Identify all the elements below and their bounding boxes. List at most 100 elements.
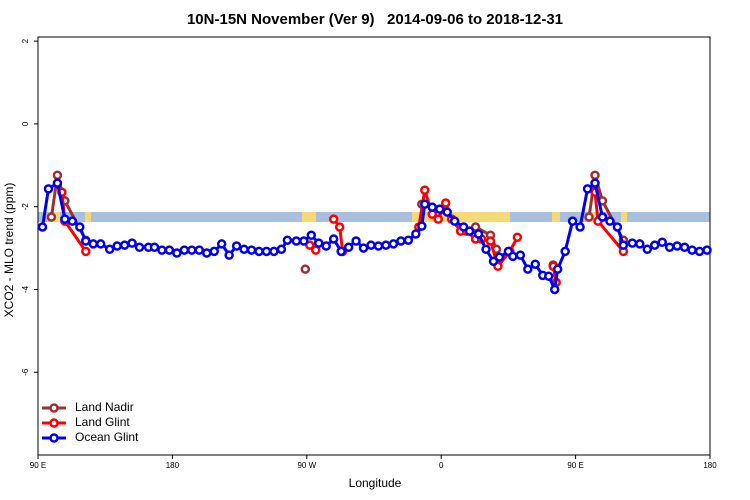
- data-point: [43, 184, 54, 194]
- data-point: [366, 240, 376, 250]
- x-tick-label: 90 W: [297, 461, 316, 470]
- data-point: [328, 214, 339, 224]
- series-line: [40, 180, 708, 295]
- legend-label: Land Glint: [75, 415, 130, 429]
- data-point: [254, 246, 264, 257]
- data-point: [81, 236, 91, 246]
- y-axis-label: XCO2 - MLO trend (ppm): [2, 183, 16, 318]
- data-point: [411, 229, 421, 239]
- data-point: [95, 239, 106, 249]
- data-point: [172, 248, 182, 258]
- y-tick-label: -4: [21, 285, 30, 293]
- data-point: [481, 244, 491, 255]
- data-point: [515, 250, 526, 260]
- data-point: [46, 212, 57, 222]
- data-point: [187, 245, 197, 255]
- data-point: [231, 241, 242, 251]
- ocean-band: [38, 212, 710, 222]
- data-point: [261, 246, 272, 257]
- data-point: [512, 232, 523, 243]
- data-point: [618, 240, 629, 250]
- data-point: [216, 239, 227, 249]
- data-point: [612, 222, 623, 232]
- data-point: [334, 222, 345, 232]
- data-point: [679, 242, 690, 252]
- data-point: [305, 240, 315, 250]
- data-point: [420, 185, 430, 195]
- data-point: [179, 245, 190, 255]
- x-tick-label: 180: [703, 461, 717, 470]
- data-point: [433, 214, 443, 224]
- data-point: [164, 245, 175, 255]
- data-point: [417, 221, 427, 231]
- y-tick-label: 2: [21, 38, 30, 43]
- legend-marker: [49, 403, 59, 413]
- legend-label: Ocean Glint: [75, 430, 139, 444]
- data-point: [427, 202, 437, 212]
- chart-title: 10N-15N November (Ver 9) 2014-09-06 to 2…: [187, 11, 563, 28]
- data-point: [328, 234, 339, 244]
- data-point: [75, 222, 85, 232]
- y-tick-label: -2: [21, 203, 30, 211]
- data-point: [246, 245, 257, 255]
- data-point: [530, 259, 541, 269]
- data-point: [590, 178, 600, 188]
- data-point: [276, 244, 287, 255]
- data-point: [575, 222, 585, 232]
- data-point: [420, 199, 430, 209]
- data-point: [52, 170, 63, 180]
- legend-marker: [49, 433, 59, 443]
- data-point: [88, 239, 99, 249]
- land: [412, 212, 510, 222]
- data-point: [306, 230, 317, 240]
- data-point: [201, 248, 212, 258]
- data-point: [464, 226, 475, 236]
- data-point: [642, 244, 653, 255]
- data-point: [605, 216, 615, 226]
- land: [552, 212, 560, 222]
- data-point: [157, 245, 167, 255]
- y-tick-label: -6: [21, 368, 30, 376]
- data-point: [449, 216, 460, 226]
- data-point: [52, 178, 63, 188]
- data-point: [239, 244, 249, 255]
- data-point: [373, 241, 384, 251]
- data-point: [396, 236, 406, 246]
- data-point: [104, 244, 115, 255]
- data-point: [194, 245, 205, 255]
- data-point: [473, 229, 484, 239]
- data-point: [282, 235, 293, 245]
- data-point: [388, 239, 399, 249]
- data-point: [358, 243, 369, 253]
- data-point: [442, 207, 452, 217]
- data-point: [381, 240, 391, 250]
- data-point: [434, 204, 445, 214]
- x-tick-label: 0: [439, 461, 444, 470]
- data-point: [60, 214, 70, 224]
- land: [621, 212, 627, 222]
- data-point: [582, 184, 593, 194]
- data-point: [37, 222, 48, 232]
- data-point: [543, 271, 554, 281]
- data-point: [209, 246, 219, 257]
- data-point: [567, 216, 578, 226]
- land: [85, 212, 91, 222]
- data-point: [299, 236, 309, 246]
- land: [302, 212, 316, 222]
- data-point: [627, 238, 638, 248]
- data-point: [560, 246, 570, 257]
- data-point: [702, 245, 712, 255]
- data-point: [300, 264, 311, 274]
- data-point: [149, 242, 160, 252]
- data-point: [67, 216, 78, 226]
- data-point: [134, 242, 145, 252]
- data-point: [269, 246, 279, 257]
- data-point: [584, 212, 594, 222]
- data-point: [485, 236, 496, 246]
- data-point: [552, 264, 563, 274]
- data-point: [351, 236, 361, 246]
- data-point: [590, 170, 600, 180]
- data-point: [549, 284, 560, 295]
- data-point: [635, 239, 645, 249]
